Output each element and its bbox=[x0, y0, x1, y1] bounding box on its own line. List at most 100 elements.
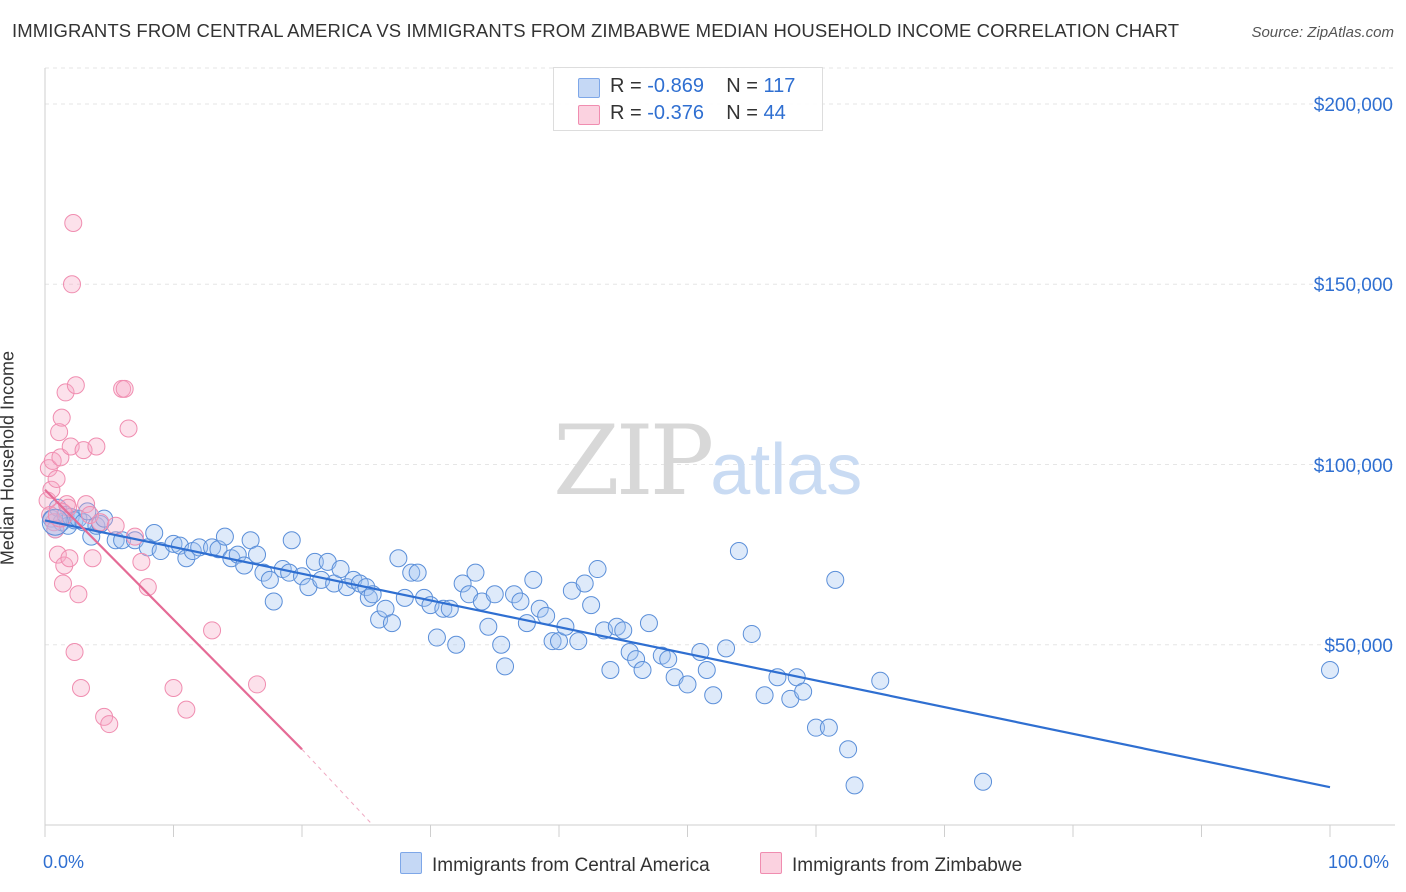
point-central-america bbox=[260, 570, 279, 589]
point-zimbabwe bbox=[69, 585, 88, 604]
point-central-america bbox=[264, 592, 283, 611]
point-zimbabwe bbox=[132, 552, 151, 571]
point-central-america bbox=[517, 614, 536, 633]
point-zimbabwe bbox=[60, 549, 79, 568]
point-central-america bbox=[447, 635, 466, 654]
point-zimbabwe bbox=[71, 679, 90, 698]
point-central-america bbox=[639, 614, 658, 633]
x-tick-label-min: 0.0% bbox=[43, 852, 85, 872]
point-zimbabwe bbox=[177, 700, 196, 719]
bottom-legend-label-central-america: Immigrants from Central America bbox=[432, 855, 710, 876]
point-central-america bbox=[543, 632, 562, 651]
x-tick-label-max: 100.0% bbox=[1328, 852, 1390, 872]
point-central-america bbox=[633, 660, 652, 679]
y-tick-label: $150,000 bbox=[1313, 275, 1393, 297]
point-central-america bbox=[496, 657, 515, 676]
point-zimbabwe bbox=[64, 214, 83, 233]
point-zimbabwe bbox=[56, 383, 75, 402]
point-central-america bbox=[427, 628, 446, 647]
point-central-america bbox=[588, 560, 607, 579]
legend-text-zimbabwe: R = -0.376 N = 44 bbox=[610, 102, 786, 124]
legend: R = -0.869 N = 117 R = -0.376 N = 44 bbox=[553, 67, 823, 131]
point-central-america bbox=[729, 542, 748, 561]
legend-text-central-america: R = -0.869 N = 117 bbox=[610, 75, 796, 97]
point-central-america bbox=[408, 563, 427, 582]
point-central-america bbox=[620, 642, 639, 661]
point-central-america bbox=[248, 545, 267, 564]
point-central-america bbox=[492, 635, 511, 654]
point-central-america bbox=[1321, 660, 1339, 679]
point-central-america bbox=[305, 552, 324, 571]
point-zimbabwe bbox=[119, 419, 138, 438]
point-central-america bbox=[627, 650, 646, 669]
point-zimbabwe bbox=[80, 505, 99, 524]
point-central-america bbox=[537, 606, 556, 625]
chart-title: IMMIGRANTS FROM CENTRAL AMERICA VS IMMIG… bbox=[12, 20, 1180, 41]
point-central-america bbox=[485, 585, 504, 604]
point-central-america bbox=[717, 639, 736, 658]
watermark: ZIPatlas bbox=[553, 405, 862, 517]
point-central-america bbox=[331, 560, 350, 579]
point-central-america bbox=[614, 621, 633, 640]
point-central-america bbox=[145, 524, 164, 543]
point-zimbabwe bbox=[65, 642, 84, 661]
point-central-america bbox=[704, 686, 723, 705]
trendline-central-america bbox=[44, 519, 1331, 789]
y-tick-label: $200,000 bbox=[1313, 95, 1393, 117]
point-zimbabwe bbox=[62, 275, 81, 294]
legend-swatch-blue bbox=[578, 78, 600, 98]
point-zimbabwe bbox=[53, 574, 72, 593]
point-central-america bbox=[395, 588, 414, 607]
point-central-america bbox=[659, 650, 678, 669]
point-central-america bbox=[839, 740, 858, 759]
point-zimbabwe bbox=[125, 527, 144, 546]
point-central-america bbox=[601, 660, 620, 679]
point-central-america bbox=[826, 570, 845, 589]
point-zimbabwe bbox=[47, 469, 66, 488]
point-central-america bbox=[453, 574, 472, 593]
point-zimbabwe bbox=[138, 578, 157, 597]
bottom-legend-zimbabwe: Immigrants from Zimbabwe bbox=[760, 852, 1022, 877]
point-central-america bbox=[819, 718, 838, 737]
point-zimbabwe bbox=[42, 480, 61, 499]
legend-swatch-pink bbox=[578, 105, 600, 125]
point-zimbabwe bbox=[77, 495, 96, 514]
point-central-america bbox=[794, 682, 813, 701]
point-zimbabwe bbox=[100, 715, 119, 734]
bottom-legend-central-america: Immigrants from Central America bbox=[400, 852, 710, 877]
point-zimbabwe bbox=[248, 675, 267, 694]
point-central-america bbox=[742, 624, 761, 643]
point-central-america bbox=[215, 527, 234, 546]
point-zimbabwe bbox=[47, 502, 73, 528]
point-central-america bbox=[678, 675, 697, 694]
point-central-america bbox=[466, 563, 485, 582]
bottom-legend-label-zimbabwe: Immigrants from Zimbabwe bbox=[792, 855, 1023, 876]
point-central-america bbox=[282, 531, 301, 550]
watermark-atlas: atlas bbox=[710, 430, 863, 510]
bottom-legend-swatch-pink bbox=[760, 852, 782, 874]
trendline-zimbabwe bbox=[44, 488, 303, 751]
point-zimbabwe bbox=[52, 408, 71, 427]
point-central-america bbox=[389, 549, 408, 568]
point-central-america bbox=[697, 660, 716, 679]
point-central-america bbox=[807, 718, 825, 737]
point-central-america bbox=[505, 585, 524, 604]
y-axis-label-text: Median Household Income bbox=[0, 350, 18, 566]
point-central-america bbox=[845, 776, 864, 795]
watermark-zip: ZIP bbox=[553, 405, 714, 517]
point-central-america bbox=[382, 614, 401, 633]
point-central-america bbox=[755, 686, 774, 705]
point-zimbabwe bbox=[83, 549, 102, 568]
y-tick-label: $50,000 bbox=[1324, 635, 1393, 657]
point-central-america bbox=[530, 599, 549, 618]
point-zimbabwe bbox=[87, 437, 106, 456]
point-zimbabwe bbox=[50, 423, 69, 442]
point-central-america bbox=[974, 772, 993, 791]
trendline-zimbabwe bbox=[301, 748, 374, 826]
point-central-america bbox=[575, 574, 594, 593]
point-zimbabwe bbox=[46, 520, 65, 539]
point-central-america bbox=[582, 596, 601, 615]
point-zimbabwe bbox=[66, 376, 85, 395]
point-central-america bbox=[569, 632, 588, 651]
